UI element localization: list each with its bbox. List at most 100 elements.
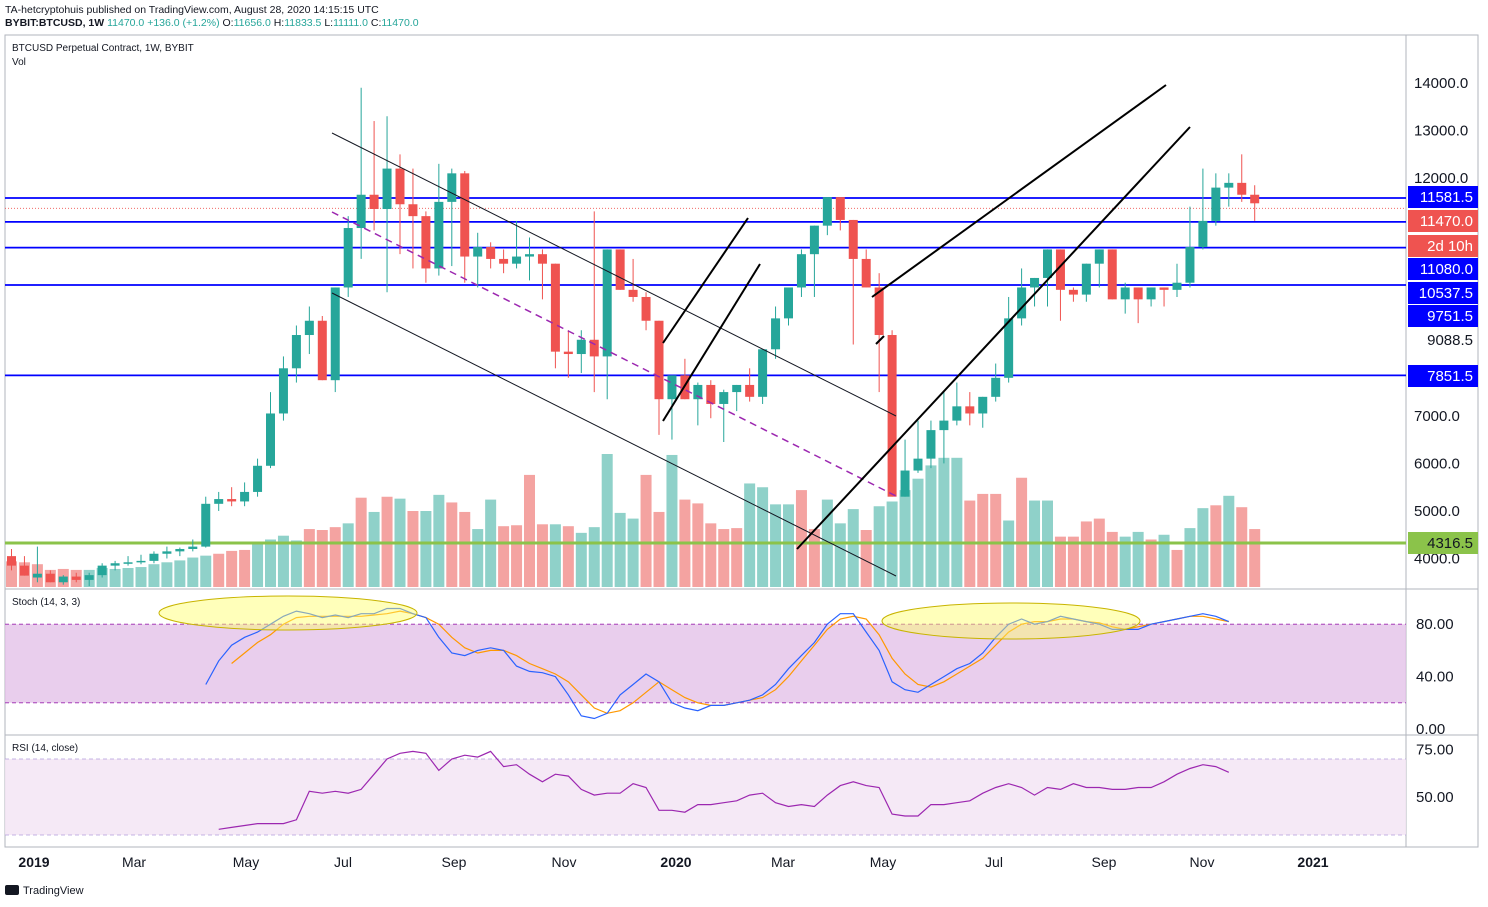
candle[interactable] <box>1068 287 1078 302</box>
candles[interactable] <box>7 87 1260 587</box>
candle[interactable] <box>201 496 211 548</box>
candle[interactable] <box>745 368 755 402</box>
candle[interactable] <box>175 547 185 557</box>
candle[interactable] <box>369 121 379 231</box>
candle[interactable] <box>188 539 198 552</box>
candle[interactable] <box>1094 249 1104 288</box>
candle[interactable] <box>162 546 172 559</box>
candle[interactable] <box>136 554 146 565</box>
candle[interactable] <box>796 249 806 297</box>
candle[interactable] <box>32 546 42 583</box>
candle[interactable] <box>848 219 858 345</box>
candle[interactable] <box>732 384 742 412</box>
channel-lower-line[interactable] <box>331 292 897 577</box>
channel-upper-line[interactable] <box>331 132 897 417</box>
candle[interactable] <box>576 330 586 374</box>
candle[interactable] <box>1224 173 1234 207</box>
channel-midline[interactable] <box>331 211 897 497</box>
stoch-highlight-left[interactable] <box>158 595 418 631</box>
candle[interactable] <box>149 551 159 564</box>
candle[interactable] <box>499 249 509 274</box>
candle[interactable] <box>771 306 781 359</box>
candle[interactable] <box>45 570 55 583</box>
candle[interactable] <box>1250 185 1260 221</box>
candle[interactable] <box>278 356 288 421</box>
price-axis[interactable]: 14000.0 13000.0 12000.0 5000.0 7000.0 6000.0 4… <box>1408 75 1478 806</box>
candle[interactable] <box>1120 282 1130 314</box>
candle[interactable] <box>1017 268 1027 326</box>
candle[interactable] <box>1185 206 1195 288</box>
candle[interactable] <box>1107 249 1117 300</box>
candle[interactable] <box>214 491 224 511</box>
candle[interactable] <box>486 242 496 269</box>
candle[interactable] <box>240 482 250 507</box>
candle[interactable] <box>952 382 962 426</box>
candle[interactable] <box>7 548 16 571</box>
flag-lower-line[interactable] <box>662 263 761 422</box>
candle[interactable] <box>861 249 871 288</box>
candle[interactable] <box>525 237 534 281</box>
candle[interactable] <box>835 197 845 231</box>
candle[interactable] <box>110 560 120 571</box>
stoch-highlight-right[interactable] <box>881 602 1141 640</box>
rising-channel-upper[interactable] <box>871 84 1167 298</box>
candle[interactable] <box>537 249 547 300</box>
candle[interactable] <box>628 258 638 302</box>
candle[interactable] <box>1055 249 1065 321</box>
candle[interactable] <box>58 575 68 585</box>
candle[interactable] <box>758 349 768 404</box>
candle[interactable] <box>19 556 29 576</box>
candle[interactable] <box>123 556 133 566</box>
candle[interactable] <box>809 225 819 297</box>
candle[interactable] <box>434 163 444 276</box>
candle[interactable] <box>978 396 988 428</box>
candle[interactable] <box>1237 154 1247 202</box>
candle[interactable] <box>1043 249 1052 307</box>
candle[interactable] <box>563 330 573 378</box>
candle[interactable] <box>589 211 599 393</box>
candle[interactable] <box>227 487 237 507</box>
candle[interactable] <box>395 154 405 255</box>
candle[interactable] <box>356 87 366 259</box>
author-name[interactable]: TA-hetcryptohuis <box>5 4 84 16</box>
candle[interactable] <box>719 389 729 443</box>
candle[interactable] <box>615 249 625 290</box>
candle[interactable] <box>654 320 664 435</box>
candle[interactable] <box>784 287 793 326</box>
candle[interactable] <box>97 563 107 578</box>
candle[interactable] <box>71 572 81 583</box>
candle[interactable] <box>84 572 94 587</box>
candle[interactable] <box>1030 277 1040 307</box>
candle[interactable] <box>1133 287 1143 324</box>
candle[interactable] <box>460 170 470 283</box>
candle[interactable] <box>304 306 314 355</box>
candle[interactable] <box>512 220 522 269</box>
trend-drawings[interactable] <box>331 84 1191 577</box>
candle[interactable] <box>1146 287 1156 307</box>
candle[interactable] <box>266 392 275 469</box>
flag-upper-line[interactable] <box>662 217 749 344</box>
candle[interactable] <box>343 216 353 297</box>
candle[interactable] <box>641 292 651 331</box>
candle[interactable] <box>421 211 431 283</box>
candle[interactable] <box>693 382 703 426</box>
tradingview-logo[interactable]: TradingView <box>5 885 84 897</box>
candle[interactable] <box>291 325 301 383</box>
candle[interactable] <box>317 315 327 381</box>
candle[interactable] <box>330 287 340 393</box>
rising-channel-lower[interactable] <box>796 126 1191 550</box>
candle[interactable] <box>382 116 392 293</box>
candle[interactable] <box>550 263 560 369</box>
candle[interactable] <box>991 363 1001 402</box>
candle[interactable] <box>887 330 897 497</box>
candle[interactable] <box>602 249 612 400</box>
candle[interactable] <box>408 168 418 269</box>
candle[interactable] <box>1198 168 1208 250</box>
candle[interactable] <box>473 232 483 288</box>
candle[interactable] <box>1004 296 1014 383</box>
candle[interactable] <box>822 197 832 236</box>
candle[interactable] <box>900 439 910 497</box>
candle[interactable] <box>447 168 457 267</box>
candle[interactable] <box>706 380 716 419</box>
candle[interactable] <box>1172 263 1182 297</box>
